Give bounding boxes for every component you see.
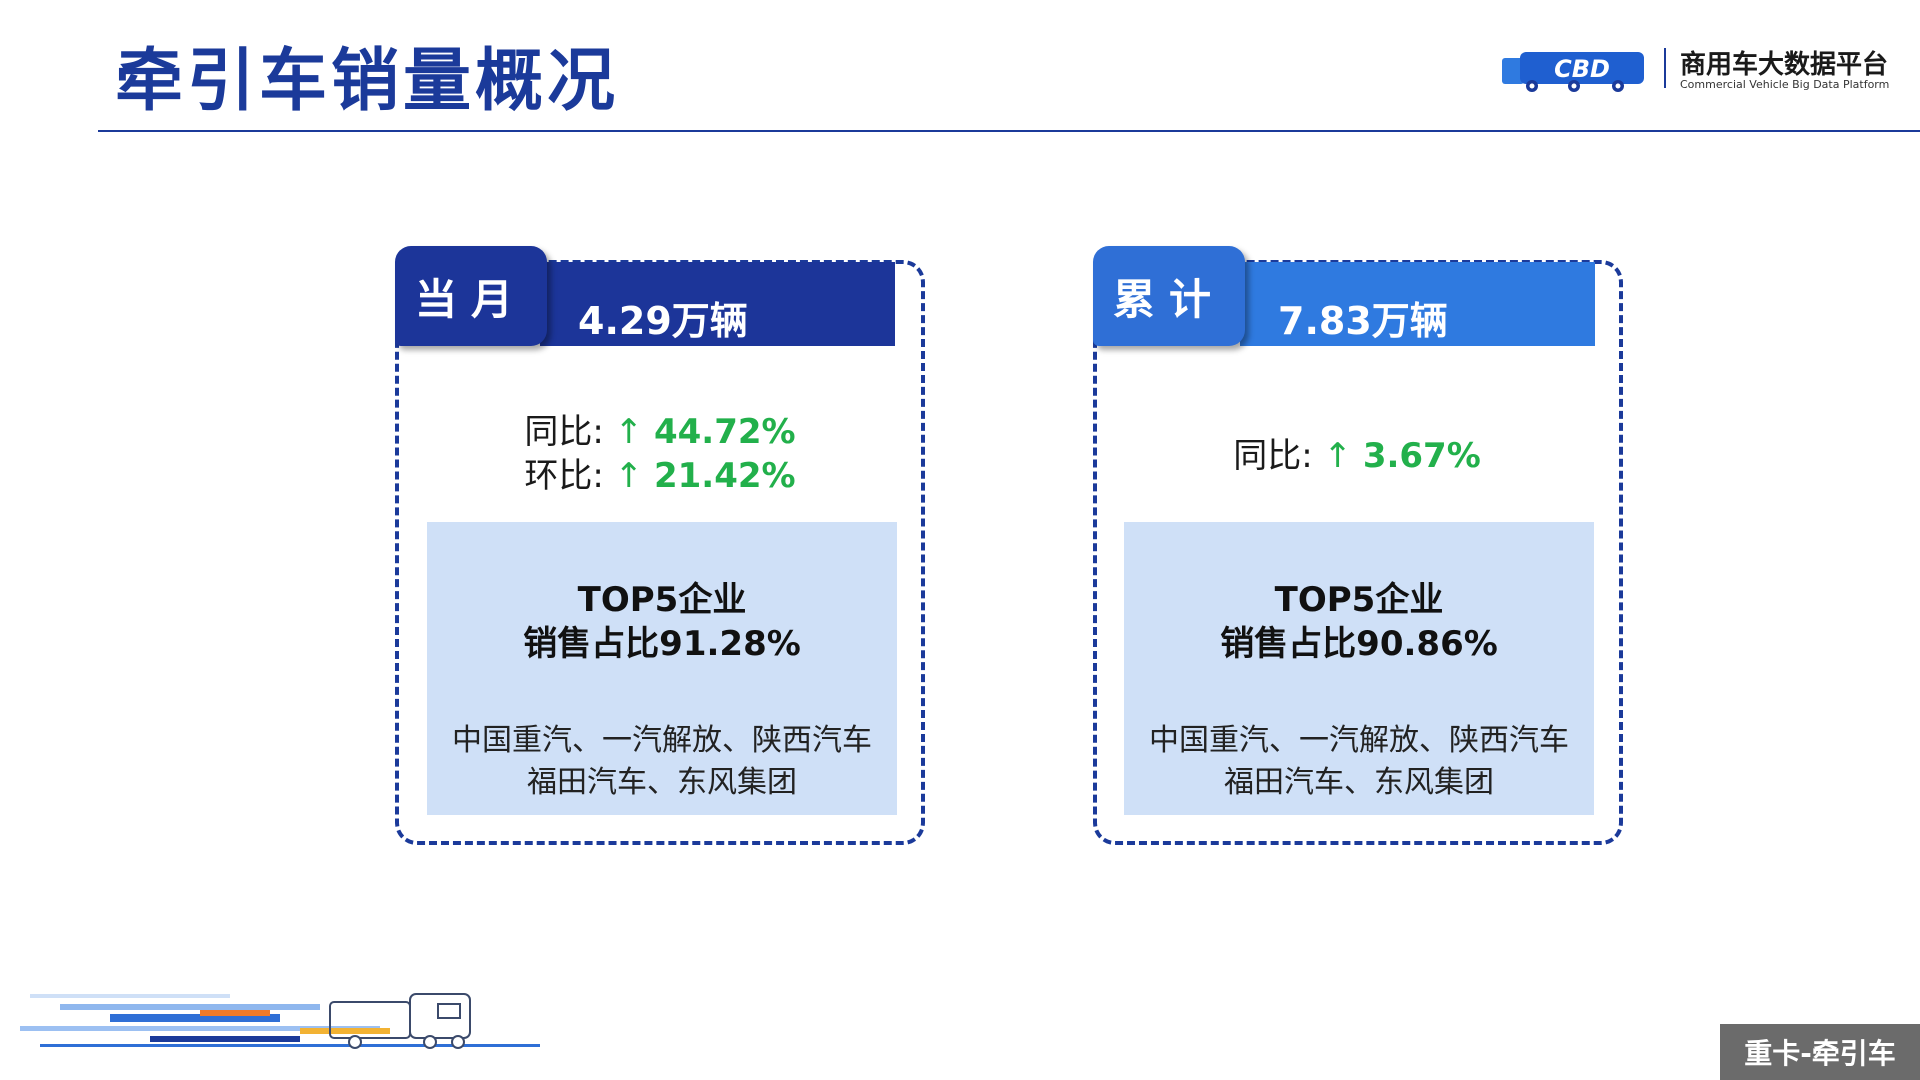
mom-value: 21.42% [653, 456, 796, 496]
up-arrow-icon: ↑ [614, 412, 644, 452]
top5-companies: 中国重汽、一汽解放、陕西汽车 福田汽车、东风集团 [1124, 720, 1594, 804]
yoy-stat: 同比: ↑ 3.67% [1122, 434, 1592, 478]
top5-label: TOP5企业 [1274, 580, 1444, 620]
current-month-top5-panel: TOP5企业 销售占比91.28% 中国重汽、一汽解放、陕西汽车 福田汽车、东风… [427, 522, 897, 815]
top5-label: TOP5企业 [577, 580, 747, 620]
top5-share: 销售占比90.86% [1220, 624, 1498, 664]
up-arrow-icon: ↑ [614, 456, 644, 496]
top5-title: TOP5企业 销售占比91.28% [427, 578, 897, 666]
yoy-label: 同比: [1233, 436, 1313, 476]
companies-line-1: 中国重汽、一汽解放、陕西汽车 [1149, 723, 1569, 758]
companies-line-2: 福田汽车、东风集团 [1224, 765, 1494, 800]
cbd-truck-logo-icon: CBD [1502, 52, 1644, 92]
section-badge: 重卡-牵引车 [1720, 1024, 1920, 1080]
logo-divider [1664, 48, 1666, 88]
yoy-value: 44.72% [653, 412, 796, 452]
mom-stat: 环比: ↑ 21.42% [425, 454, 895, 498]
current-month-stats: 同比: ↑ 44.72% 环比: ↑ 21.42% [425, 410, 895, 498]
current-month-volume: 4.29万辆 [540, 262, 895, 346]
yoy-stat: 同比: ↑ 44.72% [425, 410, 895, 454]
mom-label: 环比: [524, 456, 604, 496]
speeding-trucks-decoration-icon [20, 993, 540, 1049]
cumulative-top5-panel: TOP5企业 销售占比90.86% 中国重汽、一汽解放、陕西汽车 福田汽车、东风… [1124, 522, 1594, 815]
cumulative-tab: 累计 [1093, 246, 1245, 346]
cumulative-volume: 7.83万辆 [1240, 262, 1595, 346]
companies-line-2: 福田汽车、东风集团 [527, 765, 797, 800]
title-divider [98, 130, 1920, 132]
page-title: 牵引车销量概况 [115, 42, 620, 121]
current-month-tab: 当月 [395, 246, 547, 346]
logo-subtitle: Commercial Vehicle Big Data Platform [1680, 78, 1890, 91]
yoy-label: 同比: [524, 412, 604, 452]
top5-companies: 中国重汽、一汽解放、陕西汽车 福田汽车、东风集团 [427, 720, 897, 804]
companies-line-1: 中国重汽、一汽解放、陕西汽车 [452, 723, 872, 758]
platform-logo: CBD 商用车大数据平台 Commercial Vehicle Big Data… [1498, 42, 1898, 98]
top5-title: TOP5企业 销售占比90.86% [1124, 578, 1594, 666]
up-arrow-icon: ↑ [1323, 436, 1353, 476]
logo-name: 商用车大数据平台 [1680, 50, 1889, 80]
yoy-value: 3.67% [1362, 436, 1481, 476]
logo-mark-text: CBD [1554, 55, 1610, 83]
top5-share: 销售占比91.28% [523, 624, 801, 664]
cumulative-stats: 同比: ↑ 3.67% [1122, 434, 1592, 478]
